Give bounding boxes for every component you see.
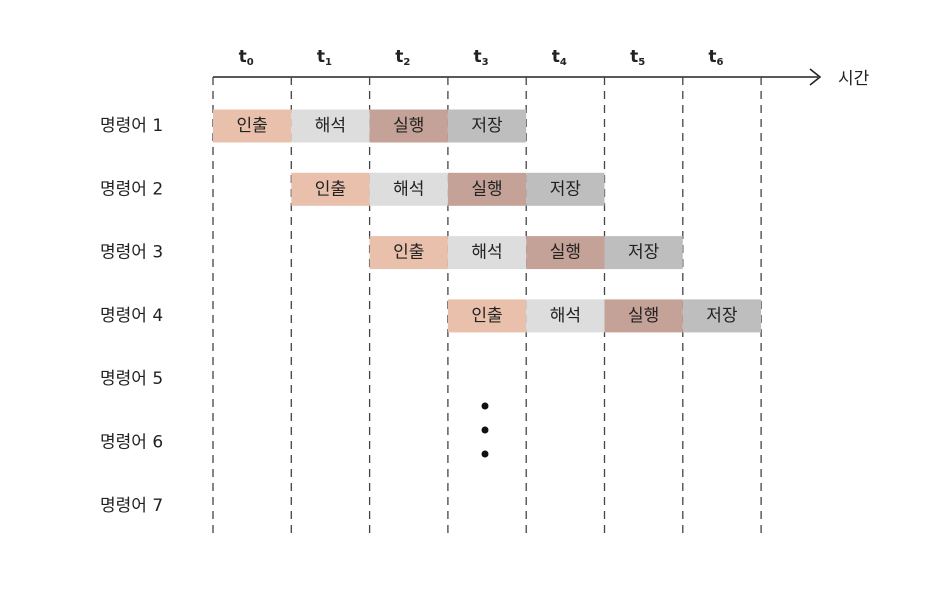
time-label: t1 (317, 47, 332, 68)
row-label: 명령어 7 (100, 496, 163, 516)
row-label: 명령어 2 (100, 179, 163, 199)
stage-label: 인출 (237, 116, 268, 136)
time-main: t (395, 47, 403, 67)
time-main: t (317, 47, 325, 67)
stage-label: 해석 (550, 306, 581, 326)
stage-cell (213, 109, 292, 143)
stage-label: 해석 (393, 179, 424, 199)
time-sub: 6 (717, 57, 724, 68)
time-main: t (708, 47, 716, 67)
stage-label: 실행 (471, 179, 502, 199)
stage-cell (604, 236, 683, 270)
stage-label: 저장 (628, 243, 660, 263)
stage-label: 인출 (393, 243, 424, 263)
stage-label: 해석 (471, 243, 502, 263)
row-label: 명령어 1 (100, 116, 163, 136)
time-main: t (630, 47, 638, 67)
time-label: t5 (630, 47, 645, 68)
ellipsis-dot (481, 426, 489, 434)
stage-label: 인출 (315, 179, 346, 199)
stage-label: 저장 (706, 306, 738, 326)
time-sub: 1 (325, 57, 332, 68)
time-label: t6 (708, 47, 723, 68)
time-label: t3 (473, 47, 488, 68)
time-sub: 4 (560, 57, 567, 68)
time-main: t (473, 47, 481, 67)
stage-cell (682, 299, 762, 333)
time-sub: 2 (403, 57, 410, 68)
stage-label: 해석 (315, 116, 346, 136)
stage-cell (369, 109, 448, 143)
stage-cell (526, 299, 605, 333)
stage-cell (369, 172, 448, 206)
stage-cell (291, 172, 370, 206)
stage-label: 저장 (471, 116, 503, 136)
row-label: 명령어 3 (100, 243, 163, 263)
stage-cell (291, 109, 370, 143)
stage-cell (526, 172, 605, 206)
stage-label: 실행 (393, 116, 424, 136)
stage-label: 실행 (628, 306, 659, 326)
time-sub: 0 (247, 57, 254, 68)
time-label: t2 (395, 47, 410, 68)
stage-label: 인출 (471, 306, 502, 326)
axis-label: 시간 (838, 69, 870, 89)
stage-cell (447, 299, 527, 333)
stage-label: 저장 (550, 179, 582, 199)
stage-cell (604, 299, 683, 333)
axis-arrow (809, 68, 822, 86)
ellipsis-dot (481, 402, 489, 410)
ellipsis-dot (481, 450, 489, 458)
stage-cell (369, 236, 448, 270)
time-label: t0 (239, 47, 254, 68)
time-label: t4 (552, 47, 567, 68)
stage-cell (447, 109, 527, 143)
stage-cell (526, 236, 605, 270)
stage-label: 실행 (550, 243, 581, 263)
row-label: 명령어 5 (100, 369, 163, 389)
time-sub: 3 (482, 57, 489, 68)
time-main: t (239, 47, 247, 67)
time-main: t (552, 47, 560, 67)
time-sub: 5 (638, 57, 645, 68)
row-label: 명령어 4 (100, 306, 163, 326)
stage-cell (447, 236, 527, 270)
stage-cell (447, 172, 527, 206)
row-label: 명령어 6 (100, 433, 163, 453)
